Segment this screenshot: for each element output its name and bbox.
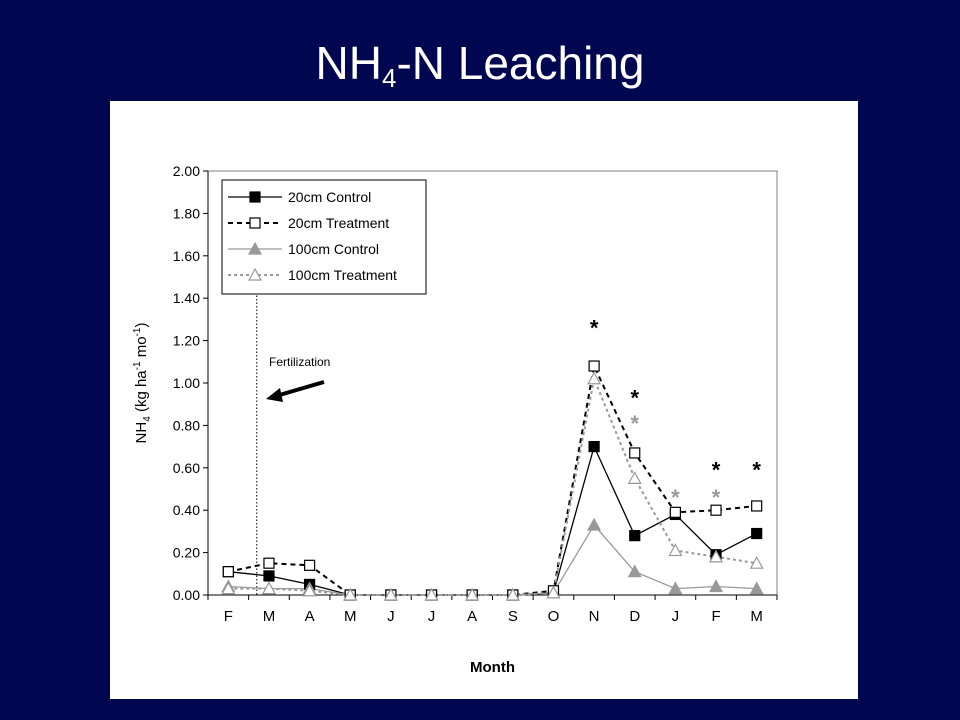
x-tick-label: M (750, 608, 763, 625)
y-tick-label: 0.20 (173, 545, 200, 561)
data-point-2 (749, 581, 764, 595)
x-tick-label: F (224, 608, 233, 625)
data-point-2 (709, 579, 724, 593)
legend-label-0: 20cm Control (288, 189, 371, 205)
significance-asterisk: * (712, 485, 721, 510)
data-point-1 (669, 506, 681, 518)
data-point-1 (222, 566, 234, 578)
data-point-3 (627, 471, 642, 484)
y-tick-label: 2.00 (173, 163, 200, 179)
significance-asterisk: * (630, 386, 639, 411)
x-tick-label: A (305, 608, 315, 625)
fertilization-arrow-shaft (275, 380, 325, 398)
x-tick-label: F (711, 608, 720, 625)
legend-marker-3 (247, 267, 263, 281)
data-point-3 (465, 587, 480, 601)
legend-label-2: 100cm Control (288, 241, 379, 257)
y-tick-label: 1.40 (173, 290, 200, 306)
data-point-1 (263, 557, 275, 569)
data-point-2 (627, 564, 642, 578)
data-point-3 (424, 587, 439, 601)
y-tick-label: 1.00 (173, 375, 200, 391)
significance-asterisk: * (630, 411, 639, 436)
slide-title: NH4-N Leaching (0, 36, 960, 94)
chart-panel: 0.00 0.20 0.40 0.60 0.80 1.00 1.20 1.40 1.60 1.80… (110, 101, 858, 699)
x-tick-label: O (548, 608, 560, 625)
data-point-0 (751, 527, 763, 540)
data-point-1 (710, 504, 722, 516)
data-point-3 (261, 581, 276, 595)
legend-marker-0 (249, 191, 261, 203)
series-line-3 (228, 375, 757, 596)
title-rest: -N Leaching (396, 37, 645, 89)
y-tick-label: 0.80 (173, 417, 200, 433)
data-point-3 (668, 543, 683, 557)
data-point-2 (668, 581, 683, 595)
x-tick-label: J (672, 608, 680, 625)
data-point-1 (629, 447, 641, 459)
x-tick-label: J (387, 608, 395, 625)
data-point-0 (263, 570, 275, 582)
title-subscript: 4 (381, 63, 397, 93)
significance-asterisk: * (712, 458, 721, 483)
significance-asterisk: * (752, 458, 761, 483)
data-point-3 (221, 581, 236, 595)
data-point-3 (709, 549, 724, 563)
data-point-3 (546, 585, 561, 599)
y-tick-label: 1.60 (173, 248, 200, 264)
x-tick-label: D (629, 608, 640, 625)
legend-label-3: 100cm Treatment (288, 267, 397, 283)
legend-label-1: 20cm Treatment (288, 215, 389, 231)
y-tick-label: 1.20 (173, 333, 200, 349)
y-tick-label: 0.00 (173, 587, 200, 603)
x-tick-label: M (263, 608, 276, 625)
data-point-3 (587, 371, 602, 385)
title-main: NH (315, 37, 382, 89)
x-tick-label: S (508, 608, 518, 625)
data-point-1 (588, 360, 600, 372)
x-tick-label: J (428, 608, 436, 625)
significance-asterisk: * (671, 485, 680, 510)
y-tick-label: 1.80 (173, 205, 200, 221)
data-point-1 (751, 500, 763, 512)
data-point-3 (343, 587, 358, 601)
fertilization-arrow-head (266, 388, 283, 402)
x-axis-title: Month (470, 659, 515, 676)
data-point-3 (749, 555, 764, 569)
y-tick-label: 0.60 (173, 460, 200, 476)
data-point-3 (505, 587, 520, 601)
y-tick-label: 0.40 (173, 502, 200, 518)
fertilization-label: Fertilization (269, 355, 330, 369)
data-point-0 (588, 441, 600, 453)
data-point-2 (587, 517, 602, 531)
series-line-0 (228, 444, 757, 596)
data-point-3 (302, 583, 317, 597)
leaching-chart: 0.00 0.20 0.40 0.60 0.80 1.00 1.20 1.40 1.60 1.80… (132, 163, 778, 676)
x-tick-label: N (589, 608, 600, 625)
y-axis-title: NH4 (kg ha-1 mo-1) (132, 323, 153, 444)
x-tick-label: M (344, 608, 357, 625)
significance-asterisk: * (590, 316, 599, 341)
data-point-3 (383, 587, 398, 601)
legend-marker-2 (247, 241, 263, 255)
legend-marker-1 (249, 217, 261, 229)
data-point-0 (629, 530, 641, 542)
x-tick-label: A (467, 608, 477, 625)
data-point-1 (304, 559, 316, 571)
